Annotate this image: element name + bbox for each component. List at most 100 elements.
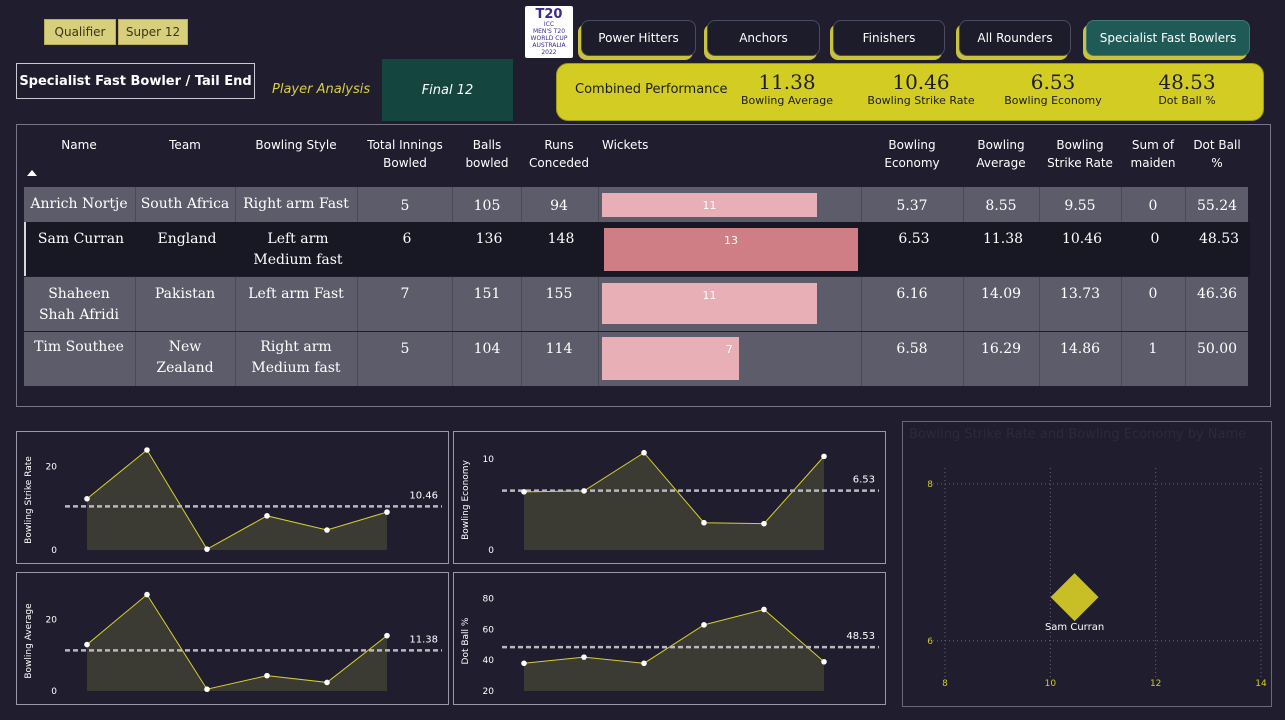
final-12-button[interactable]: Final 12: [382, 59, 513, 121]
cell-average: 16.29: [980, 341, 1022, 357]
header-bowling-average[interactable]: Bowling Average: [976, 138, 1026, 170]
x-tick-label: 12: [1150, 679, 1161, 689]
wickets-bar[interactable]: 11: [602, 193, 817, 217]
data-point[interactable]: [324, 679, 330, 686]
average-chart[interactable]: Bowling Average 0 20 11.38: [16, 572, 449, 705]
data-point[interactable]: [821, 658, 827, 665]
series-line: [86, 593, 388, 690]
data-point[interactable]: [761, 520, 767, 527]
kpi-value: 48.53: [1158, 70, 1216, 94]
data-point[interactable]: [821, 453, 827, 460]
cell-name: Anrich Nortje: [30, 196, 128, 212]
cell-maiden: 0: [1148, 198, 1158, 214]
y-tick-label: 60: [483, 625, 495, 635]
data-point[interactable]: [701, 622, 707, 628]
sort-ascending-icon[interactable]: [27, 170, 37, 176]
cell-dot: 46.36: [1196, 286, 1238, 302]
header-balls-bowled[interactable]: Balls bowled: [465, 138, 509, 170]
kpi-bowling-economy: 6.53 Bowling Economy: [1003, 70, 1103, 107]
combined-label: Combined Performance: [575, 82, 728, 97]
cell-balls: 151: [473, 286, 501, 302]
header-team[interactable]: Team: [169, 138, 201, 152]
data-point[interactable]: [641, 449, 647, 456]
strike-rate-chart[interactable]: Bowling Strike Rate 0 20 10.46: [16, 431, 449, 564]
y-tick-label: 0: [51, 687, 57, 697]
data-point[interactable]: [264, 672, 270, 679]
cell-innings: 7: [400, 286, 410, 302]
table-row[interactable]: Sam Curran England Left arm Medium fast …: [24, 222, 1250, 276]
y-tick-label: 20: [483, 687, 495, 697]
nav-all-rounders[interactable]: All Rounders: [959, 20, 1071, 56]
header-sum-of-maiden[interactable]: Sum of maiden: [1130, 138, 1176, 170]
cell-balls: 136: [475, 231, 503, 247]
data-point[interactable]: [581, 488, 587, 494]
data-point[interactable]: [144, 591, 150, 598]
kpi-bowling-average: 11.38 Bowling Average: [737, 70, 837, 107]
cell-dot: 50.00: [1196, 341, 1238, 357]
cell-strike-rate: 9.55: [1064, 198, 1096, 214]
wickets-bar[interactable]: 13: [604, 228, 858, 271]
average-line-label: 11.38: [409, 634, 438, 645]
cell-strike-rate: 13.73: [1059, 286, 1101, 302]
wickets-bar[interactable]: 7: [602, 337, 739, 380]
data-point[interactable]: [641, 660, 647, 667]
data-point[interactable]: [264, 513, 270, 519]
kpi-value: 10.46: [892, 70, 950, 94]
logo-line: AUSTRALIA 2022: [532, 42, 566, 56]
dot-ball-chart[interactable]: Dot Ball % 20 40 60 80 48.53: [453, 572, 886, 705]
economy-chart[interactable]: Bowling Economy 0 10 6.53: [453, 431, 886, 564]
table-row[interactable]: Tim Southee New Zealand Right arm Medium…: [24, 332, 1248, 386]
data-point[interactable]: [521, 489, 527, 495]
area-fill: [87, 594, 387, 691]
wickets-label: 11: [702, 198, 717, 212]
data-point[interactable]: [84, 641, 90, 648]
table-row[interactable]: Shaheen Shah Afridi Pakistan Left arm Fa…: [24, 277, 1248, 331]
nav-anchors[interactable]: Anchors: [707, 20, 820, 56]
data-point[interactable]: [84, 495, 90, 502]
nav-power-hitters[interactable]: Power Hitters: [581, 20, 696, 56]
cell-average: 11.38: [982, 231, 1024, 247]
point-label: Sam Curran: [1045, 622, 1104, 633]
y-tick-label: 40: [483, 656, 495, 666]
data-point[interactable]: [701, 519, 707, 526]
data-point[interactable]: [761, 606, 767, 613]
y-tick-label: 80: [483, 595, 495, 605]
logo-line: WORLD CUP: [530, 35, 568, 42]
average-line-label: 10.46: [409, 490, 438, 501]
filter-qualifier[interactable]: Qualifier: [44, 19, 116, 45]
data-point[interactable]: [324, 527, 330, 533]
data-point[interactable]: [204, 686, 210, 693]
cell-team: New Zealand: [156, 339, 214, 376]
cell-name: Sam Curran: [37, 231, 125, 247]
area-fill: [524, 609, 824, 691]
cell-balls: 104: [473, 341, 501, 357]
header-bowling-strike-rate[interactable]: Bowling Strike Rate: [1047, 138, 1113, 170]
cell-team: England: [157, 231, 217, 247]
header-wickets[interactable]: Wickets: [602, 138, 649, 152]
header-bowling-style[interactable]: Bowling Style: [255, 138, 337, 152]
scatter-chart[interactable]: Bowling Strike Rate and Bowling Economy …: [902, 421, 1272, 707]
filter-super-12[interactable]: Super 12: [118, 19, 188, 45]
header-dot-ball[interactable]: Dot Ball %: [1193, 138, 1241, 170]
data-point[interactable]: [581, 654, 587, 660]
chart-title: Bowling Strike Rate and Bowling Economy …: [909, 427, 1246, 442]
data-point[interactable]: [384, 632, 390, 639]
dot-ball-chart-svg: Dot Ball % 20 40 60 80 48.53: [461, 595, 879, 697]
wickets-bar[interactable]: 11: [602, 283, 817, 324]
nav-specialist-fast-bowlers[interactable]: Specialist Fast Bowlers: [1086, 20, 1250, 56]
table-row[interactable]: Anrich Nortje South Africa Right arm Fas…: [24, 187, 1248, 222]
scatter-point[interactable]: [1050, 573, 1099, 622]
cell-economy: 6.58: [896, 341, 928, 357]
player-analysis-label: Player Analysis: [272, 82, 371, 97]
average-line-label: 48.53: [846, 631, 875, 642]
data-point[interactable]: [384, 509, 390, 515]
data-point[interactable]: [204, 546, 210, 552]
header-bowling-economy[interactable]: Bowling Economy: [884, 138, 940, 170]
header-name[interactable]: Name: [61, 138, 97, 152]
header-total-innings[interactable]: Total Innings Bowled: [367, 138, 443, 170]
data-point[interactable]: [144, 447, 150, 453]
header-runs-conceded[interactable]: Runs Conceded: [529, 138, 589, 170]
bowler-table: [16, 124, 1271, 407]
nav-finishers[interactable]: Finishers: [833, 20, 945, 56]
data-point[interactable]: [521, 660, 527, 667]
